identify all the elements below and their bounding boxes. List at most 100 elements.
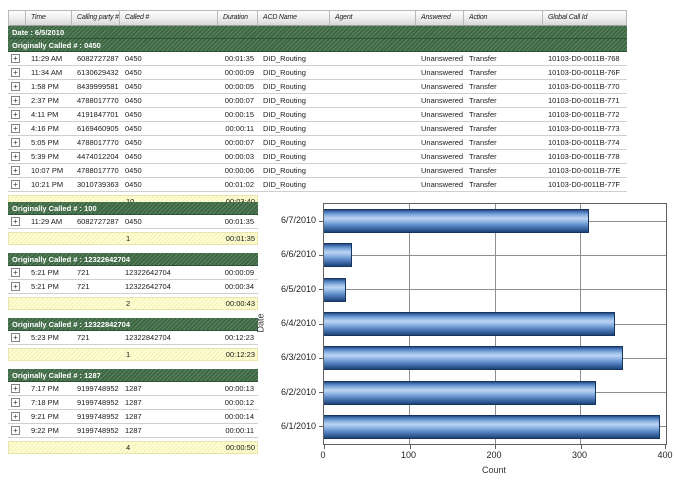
cell-duration: 00:00:11 bbox=[225, 426, 254, 435]
cell-called: 0450 bbox=[125, 82, 142, 91]
column-header-action: Action bbox=[464, 10, 543, 26]
cell-action: Transfer bbox=[469, 138, 497, 147]
expand-button[interactable]: + bbox=[11, 384, 20, 393]
cell-acd: DID_Routing bbox=[263, 124, 306, 133]
cell-duration: 00:00:11 bbox=[225, 124, 254, 133]
table-row: +9:21 PM 9199748952 1287 00:00:14 bbox=[8, 410, 258, 424]
cell-acd: DID_Routing bbox=[263, 68, 306, 77]
expand-button[interactable]: + bbox=[11, 152, 20, 161]
expand-button[interactable]: + bbox=[11, 96, 20, 105]
column-header-expand bbox=[8, 10, 26, 26]
expand-button[interactable]: + bbox=[11, 333, 20, 342]
table-row: +9:22 PM 9199748952 1287 00:00:11 bbox=[8, 424, 258, 438]
expand-cell: + bbox=[8, 66, 26, 79]
chart-bar bbox=[324, 346, 624, 371]
cell-called: 0450 bbox=[125, 180, 142, 189]
expand-button[interactable]: + bbox=[11, 282, 20, 291]
x-tick-label: 400 bbox=[657, 450, 673, 460]
expand-button[interactable]: + bbox=[11, 180, 20, 189]
cell-global_id: 10103-D0-0011B-772 bbox=[548, 110, 620, 119]
cell-action: Transfer bbox=[469, 54, 497, 63]
summary-duration: 00:12:23 bbox=[225, 350, 255, 359]
cell-agent bbox=[330, 136, 416, 149]
cell-time: 5:23 PM bbox=[31, 333, 59, 342]
cell-calling: 4788017770 bbox=[77, 138, 119, 147]
called-group-header: Originally Called # : 0450 bbox=[8, 39, 627, 52]
cell-acd: DID_Routing bbox=[263, 96, 306, 105]
chart-bar bbox=[324, 414, 660, 439]
expand-button[interactable]: + bbox=[11, 268, 20, 277]
expand-button[interactable]: + bbox=[11, 110, 20, 119]
expand-button[interactable]: + bbox=[11, 398, 20, 407]
expand-button[interactable]: + bbox=[11, 124, 20, 133]
table-row: +11:29 AM 6082727287 0450 00:01:35 bbox=[8, 215, 258, 229]
expand-button[interactable]: + bbox=[11, 166, 20, 175]
cell-calling: 9199748952 bbox=[77, 384, 119, 393]
cell-answered: Unanswered bbox=[421, 96, 464, 105]
group-summary-row: 1 00:01:35 bbox=[8, 232, 258, 245]
expand-button[interactable]: + bbox=[11, 217, 20, 226]
expand-button[interactable]: + bbox=[11, 68, 20, 77]
cell-called: 0450 bbox=[125, 54, 142, 63]
called-group-header: Originally Called # : 12322842704 bbox=[8, 318, 258, 331]
column-header-calling: Calling party # bbox=[72, 10, 120, 26]
summary-spacer bbox=[73, 233, 121, 244]
expand-cell: + bbox=[8, 52, 26, 65]
summary-duration: 00:00:43 bbox=[225, 299, 255, 308]
cell-time: 9:22 PM bbox=[31, 426, 59, 435]
cell-duration: 00:00:07 bbox=[224, 138, 254, 147]
cell-calling: 4788017770 bbox=[77, 96, 119, 105]
cell-called: 1287 bbox=[125, 426, 142, 435]
x-tick-label: 100 bbox=[400, 450, 417, 460]
summary-spacer bbox=[73, 298, 121, 309]
x-tick-mark bbox=[409, 445, 411, 449]
cell-answered: Unanswered bbox=[421, 124, 464, 133]
summary-count: 1 bbox=[126, 350, 131, 359]
called-group-header: Originally Called # : 100 bbox=[8, 202, 258, 215]
y-tick-mark bbox=[319, 323, 324, 325]
table-row: +11:29 AM 6082727287 0450 00:01:35 DID_Routi… bbox=[8, 52, 627, 66]
cell-calling: 9199748952 bbox=[77, 426, 119, 435]
cell-time: 7:18 PM bbox=[31, 398, 59, 407]
cell-called: 1287 bbox=[125, 384, 142, 393]
cell-agent bbox=[330, 52, 416, 65]
cell-time: 5:21 PM bbox=[31, 282, 59, 291]
x-tick-label: 200 bbox=[486, 450, 502, 460]
y-tick-mark bbox=[319, 426, 324, 428]
cell-time: 10:07 PM bbox=[31, 166, 64, 175]
cell-acd: DID_Routing bbox=[263, 166, 306, 175]
call-group-section: Originally Called # : 100 +11:29 AM 608272… bbox=[8, 202, 258, 245]
cell-acd: DID_Routing bbox=[263, 180, 306, 189]
y-tick-label: 6/2/2010 bbox=[280, 386, 316, 397]
cell-time: 11:29 AM bbox=[31, 217, 63, 226]
expand-button[interactable]: + bbox=[11, 82, 20, 91]
expand-cell: + bbox=[8, 424, 26, 437]
cell-acd: DID_Routing bbox=[263, 152, 306, 161]
cell-time: 4:16 PM bbox=[31, 124, 59, 133]
cell-duration: 00:01:35 bbox=[224, 217, 254, 226]
cell-answered: Unanswered bbox=[421, 82, 464, 91]
expand-button[interactable]: + bbox=[11, 138, 20, 147]
cell-answered: Unanswered bbox=[421, 166, 464, 175]
y-tick-label: 6/3/2010 bbox=[280, 352, 316, 363]
chart-bar bbox=[324, 243, 353, 268]
y-tick-mark bbox=[319, 289, 324, 291]
cell-calling: 4191847701 bbox=[77, 110, 119, 119]
chart-plot bbox=[319, 203, 667, 449]
group-summary-row: 1 00:12:23 bbox=[8, 348, 258, 361]
x-tick-mark bbox=[580, 445, 582, 449]
cell-agent bbox=[330, 150, 416, 163]
expand-button[interactable]: + bbox=[11, 54, 20, 63]
y-tick-mark bbox=[319, 357, 324, 359]
expand-cell: + bbox=[8, 150, 26, 163]
expand-cell: + bbox=[8, 215, 26, 228]
expand-button[interactable]: + bbox=[11, 426, 20, 435]
cell-time: 1:58 PM bbox=[31, 82, 59, 91]
expand-cell: + bbox=[8, 382, 26, 395]
summary-duration: 00:00:50 bbox=[225, 443, 255, 452]
cell-acd: DID_Routing bbox=[263, 138, 306, 147]
x-tick-label: 300 bbox=[571, 450, 588, 460]
expand-button[interactable]: + bbox=[11, 412, 20, 421]
summary-spacer bbox=[27, 442, 73, 453]
summary-count: 2 bbox=[126, 299, 131, 308]
